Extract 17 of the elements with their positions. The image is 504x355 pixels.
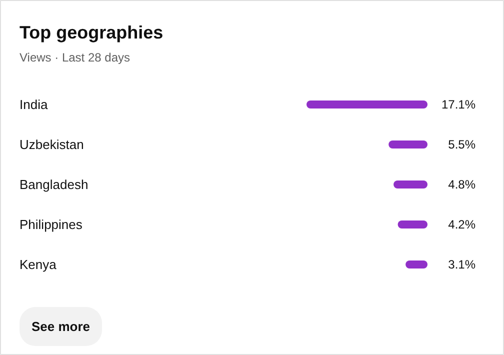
data-label: 4.2% (448, 218, 476, 232)
text: Top geographies (20, 22, 164, 42)
y-tick-label: Philippines (20, 217, 83, 232)
bar (398, 220, 428, 228)
bar (388, 140, 428, 148)
y-tick-label: Bangladesh (20, 177, 88, 192)
bar (394, 180, 428, 188)
y-tick-label: India (20, 97, 48, 112)
text: Views · Last 28 days (20, 50, 130, 64)
data-label: 3.1% (448, 258, 476, 272)
y-tick-label: Uzbekistan (20, 137, 84, 152)
bar (306, 100, 428, 108)
text: See more (32, 319, 90, 334)
data-label: 5.5% (448, 138, 476, 152)
y-tick-label: Kenya (20, 257, 58, 272)
data-label: 17.1% (441, 98, 476, 112)
data-label: 4.8% (448, 178, 476, 192)
